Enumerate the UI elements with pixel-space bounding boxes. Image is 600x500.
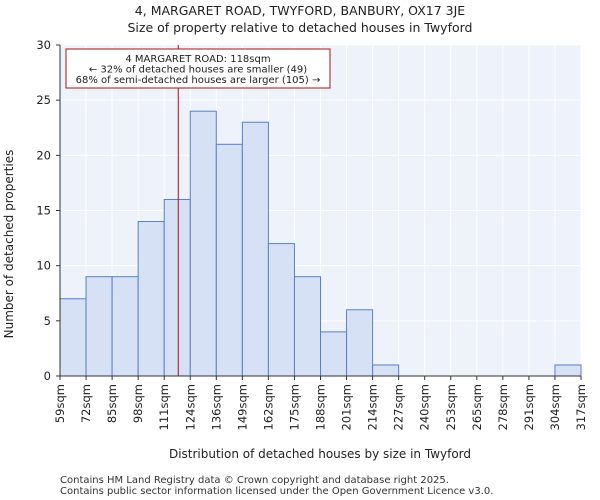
annotation-box xyxy=(65,48,331,89)
bar xyxy=(241,121,269,377)
y-tick-label: 25 xyxy=(36,93,51,107)
bar xyxy=(320,331,348,377)
annotation-line: ← 32% of detached houses are smaller (49… xyxy=(89,65,307,76)
y-axis-label: Number of detached properties xyxy=(2,150,16,339)
bar xyxy=(293,276,322,377)
x-tick-label: 278sqm xyxy=(496,384,510,430)
x-axis-label: Distribution of detached houses by size … xyxy=(169,447,471,461)
x-tick-label: 136sqm xyxy=(209,384,223,430)
property-marker: 4 MARGARET ROAD: 118sqm← 32% of detached… xyxy=(65,45,331,376)
x-tick-label: 149sqm xyxy=(235,384,249,430)
x-tick-label: 317sqm xyxy=(574,384,588,430)
footer-line-2: Contains public sector information licen… xyxy=(60,486,493,497)
x-tick-label: 72sqm xyxy=(79,384,93,423)
y-tick-label: 10 xyxy=(36,259,51,273)
x-tick-label: 253sqm xyxy=(444,384,458,430)
y-tick-label: 30 xyxy=(36,38,51,52)
chart-subtitle: Size of property relative to detached ho… xyxy=(127,20,472,35)
x-tick-label: 85sqm xyxy=(105,384,119,423)
x-tick-label: 201sqm xyxy=(340,384,354,430)
x-tick-label: 214sqm xyxy=(366,384,380,430)
x-tick-label: 227sqm xyxy=(392,384,406,430)
bar xyxy=(189,110,217,377)
bar xyxy=(111,276,139,377)
y-axis: 0 5 10 15 20 25 30 xyxy=(36,38,61,383)
x-tick-label: 98sqm xyxy=(131,384,145,423)
bar xyxy=(59,298,87,377)
x-tick-label: 240sqm xyxy=(418,384,432,430)
bar xyxy=(372,364,400,377)
annotation-line: 68% of semi-detached houses are larger (… xyxy=(76,75,321,86)
x-tick-label: 162sqm xyxy=(261,384,275,430)
y-tick-label: 0 xyxy=(44,369,51,383)
x-axis: 59sqm 72sqm 85sqm 98sqm 111sqm 124sqm 136sqm 14… xyxy=(53,375,588,430)
bar xyxy=(346,309,374,377)
x-tick-label: 304sqm xyxy=(548,384,562,430)
bar xyxy=(554,364,582,377)
x-tick-label: 175sqm xyxy=(287,384,301,430)
bar xyxy=(163,198,191,377)
bar xyxy=(85,276,113,377)
x-tick-label: 265sqm xyxy=(470,384,484,430)
chart-title: 4, MARGARET ROAD, TWYFORD, BANBURY, OX17… xyxy=(135,3,465,18)
x-tick-label: 111sqm xyxy=(157,384,171,430)
annotation-line: 4 MARGARET ROAD: 118sqm xyxy=(125,54,270,65)
bars xyxy=(59,110,582,377)
x-tick-label: 124sqm xyxy=(183,384,197,430)
x-tick-label: 188sqm xyxy=(314,384,328,430)
y-tick-label: 5 xyxy=(44,314,51,328)
y-tick-label: 20 xyxy=(36,148,51,162)
footer-line-1: Contains HM Land Registry data © Crown c… xyxy=(60,475,449,486)
bar xyxy=(267,243,295,377)
bar xyxy=(137,221,165,377)
x-tick-label: 291sqm xyxy=(522,384,536,430)
y-tick-label: 15 xyxy=(36,204,51,218)
x-tick-label: 59sqm xyxy=(53,384,67,423)
bar xyxy=(215,143,243,377)
